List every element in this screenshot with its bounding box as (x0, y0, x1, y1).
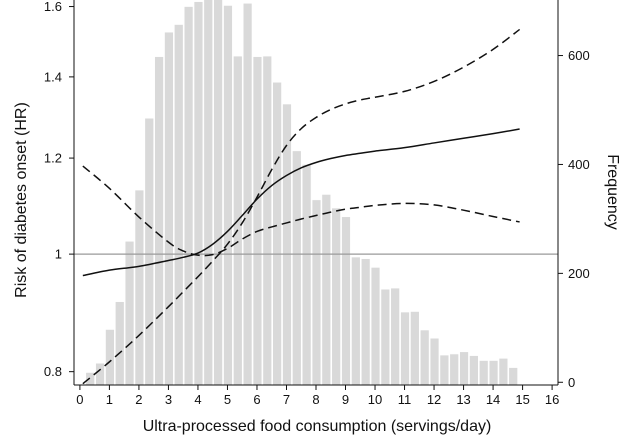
hr-estimate-line (82, 128, 520, 277)
histogram-bar (154, 56, 164, 386)
histogram-bar (262, 55, 273, 386)
histogram-bar (410, 311, 420, 386)
x-tick-label: 10 (368, 392, 382, 407)
curve-layer (82, 28, 521, 385)
x-tick-label: 2 (135, 392, 142, 407)
histogram-bar (360, 258, 371, 386)
histogram-bar (292, 150, 302, 386)
histogram-bar (469, 355, 479, 386)
y-tick-label-left: 1.2 (44, 151, 62, 166)
x-tick-label: 9 (342, 392, 349, 407)
x-tick-label: 12 (427, 392, 441, 407)
histogram-bar (242, 2, 253, 386)
histogram-bar (174, 24, 184, 386)
x-tick-label: 8 (312, 392, 319, 407)
x-tick-label: 3 (165, 392, 172, 407)
x-axis-title: Ultra-processed food consumption (servin… (143, 418, 492, 435)
y-tick-label-left: 1.4 (44, 69, 62, 84)
histogram-bar (213, 0, 223, 386)
y-axis-title-right: Frequency (604, 154, 621, 230)
histogram-bar (478, 360, 489, 386)
histogram-bar (193, 1, 204, 386)
histogram-bar (380, 288, 391, 386)
histogram-bar (223, 5, 233, 386)
x-tick-label: 11 (398, 392, 412, 407)
histogram-bar (301, 164, 312, 386)
y-tick-label-right: 0 (568, 375, 575, 390)
histogram-bar (311, 199, 322, 386)
histogram-bar (390, 287, 400, 386)
histogram-bar (351, 256, 361, 386)
x-tick-label: 14 (486, 392, 500, 407)
histogram-bar (400, 311, 410, 386)
y-tick-label-left: 0.8 (44, 364, 62, 379)
histogram-bar (508, 367, 518, 386)
axis-layer: 0 1 2 3 4 5 6 7 8 9 10 11 12 13 14 15 160.811.21.41.6020… (44, 0, 590, 407)
histogram-bar (498, 358, 509, 386)
histogram-bar (124, 240, 135, 386)
x-tick-label: 15 (515, 392, 529, 407)
histogram-bar (419, 329, 430, 386)
histogram-bar (439, 354, 450, 386)
x-tick-label: 7 (283, 392, 290, 407)
histogram-layer (85, 0, 518, 386)
y-tick-label-right: 400 (568, 157, 590, 172)
histogram-bar (429, 337, 440, 386)
y-tick-label-left: 1 (55, 247, 62, 262)
x-tick-label: 0 (76, 392, 83, 407)
histogram-bar (488, 360, 499, 386)
x-tick-label: 13 (456, 392, 470, 407)
x-tick-label: 4 (194, 392, 201, 407)
histogram-bar (95, 362, 105, 386)
histogram-bar (449, 353, 459, 386)
y-axis-title-left: Risk of diabetes onset (HR) (13, 102, 30, 298)
histogram-bar (164, 31, 174, 386)
histogram-bar (341, 216, 351, 386)
x-tick-label: 6 (253, 392, 260, 407)
histogram-bar (321, 194, 332, 386)
histogram-bar (331, 207, 341, 386)
x-tick-label: 5 (224, 392, 231, 407)
x-tick-label: 1 (106, 392, 113, 407)
ci-line (82, 28, 521, 385)
y-tick-label-right: 200 (568, 266, 590, 281)
ci-line (82, 165, 520, 257)
histogram-bar (203, 0, 213, 386)
histogram-bar (459, 351, 469, 386)
y-tick-label-right: 600 (568, 48, 590, 63)
histogram-bar (183, 6, 194, 386)
histogram-bar (282, 103, 292, 386)
histogram-bar (105, 329, 115, 386)
histogram-bar (272, 81, 282, 386)
x-tick-label: 16 (545, 392, 559, 407)
histogram-bar (144, 117, 154, 386)
histogram-bar (115, 301, 125, 386)
histogram-bar (370, 267, 381, 386)
histogram-bar (252, 56, 263, 386)
histogram-bar (134, 189, 145, 386)
y-tick-label-left: 1.6 (44, 0, 62, 14)
